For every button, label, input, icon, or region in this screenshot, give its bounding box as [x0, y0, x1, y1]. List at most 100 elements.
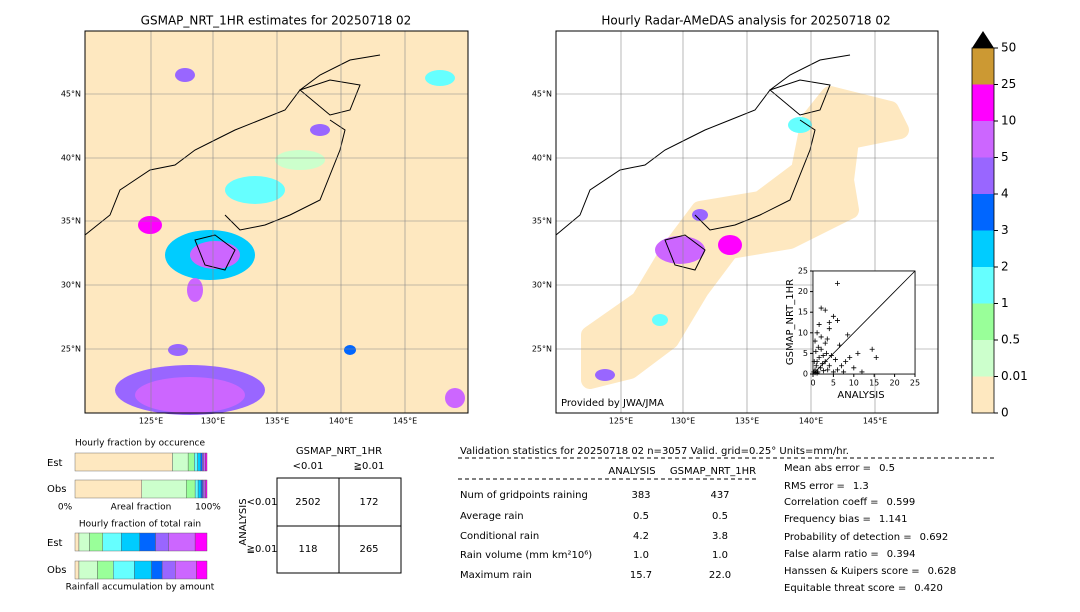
fraction-segment	[186, 479, 196, 499]
x-tick-label: 10	[849, 379, 859, 388]
fraction-segment	[205, 452, 208, 472]
score-value: 1.3	[853, 481, 869, 492]
stat-value: 437	[710, 490, 729, 501]
scatter-point	[822, 340, 828, 346]
score-label: Correlation coeff =	[784, 497, 879, 508]
scatter-point	[830, 369, 836, 375]
coastline	[84, 54, 381, 271]
colorbar-segment	[972, 194, 994, 231]
stat-value: 0.5	[712, 511, 728, 522]
fraction-segment	[134, 560, 152, 580]
row-header: <0.01	[247, 497, 278, 508]
scatter-point	[843, 359, 849, 365]
score-value: 1.141	[879, 514, 908, 525]
fraction-segment	[74, 560, 80, 580]
scatter-point	[811, 359, 817, 365]
scatter-point	[818, 346, 824, 352]
scatter-point	[851, 365, 857, 371]
x-tick-label: 15	[869, 379, 879, 388]
cell: 265	[359, 544, 378, 555]
fraction-segment	[202, 479, 205, 499]
scatter-point	[837, 342, 843, 348]
colorbar-segment	[972, 157, 994, 194]
x-tick-label: 0	[810, 379, 815, 388]
scatter-point	[816, 355, 822, 361]
map-frame	[84, 30, 469, 414]
score-value: 0.628	[928, 566, 957, 577]
row-label: Est	[47, 458, 63, 469]
scatter-point	[826, 320, 832, 325]
colorbar-label: 4	[1001, 187, 1009, 201]
scatter-point	[821, 368, 827, 374]
scatter-point	[818, 334, 824, 340]
scatter-xlabel: ANALYSIS	[837, 390, 884, 401]
fraction-segment	[197, 479, 202, 499]
fraction-segment	[141, 479, 187, 499]
stat-value: 1.0	[712, 550, 728, 561]
y-tick-label: 5	[803, 349, 808, 358]
scatter-point	[815, 369, 821, 375]
rain-pattern	[595, 117, 812, 381]
score-value: 0.692	[920, 532, 949, 543]
col-header: ≧0.01	[354, 461, 385, 472]
scatter-point	[855, 350, 861, 356]
left-map	[84, 31, 468, 415]
scatter-point	[816, 322, 822, 328]
scatter-point	[826, 363, 832, 369]
contingency-title: GSMAP_NRT_1HR	[296, 446, 382, 457]
scatter-point	[841, 369, 847, 375]
lat-label: 30°N	[532, 281, 552, 290]
scatter-point	[813, 363, 819, 369]
stat-label: Rain volume (mm km²10⁶)	[460, 550, 592, 561]
stat-label: Average rain	[460, 511, 524, 522]
fraction-segment	[203, 452, 206, 472]
fraction-segment	[168, 532, 196, 552]
scatter-point	[818, 305, 824, 311]
lon-label: 135°E	[735, 417, 759, 426]
fraction-segment	[194, 452, 198, 472]
scatter-point	[873, 355, 879, 361]
scatter-point	[828, 352, 834, 358]
fraction-segment	[89, 532, 103, 552]
stat-value: 4.2	[633, 531, 649, 542]
stat-value: 22.0	[709, 570, 731, 581]
row-header: ≧0.01	[247, 544, 278, 555]
scatter-point	[847, 355, 853, 361]
scatter-point	[817, 365, 823, 371]
stat-value: 1.0	[633, 550, 649, 561]
row-label: Obs	[47, 484, 66, 495]
colorbar-label: 0.01	[1001, 369, 1028, 383]
fraction-segment	[120, 532, 140, 552]
lon-label: 125°E	[609, 417, 633, 426]
fraction-segment	[197, 452, 201, 472]
scatter-point	[834, 317, 840, 323]
lon-label: 125°E	[139, 417, 163, 426]
scatter-point	[820, 352, 826, 358]
cell: 2502	[295, 497, 320, 508]
stat-value: 3.8	[712, 531, 728, 542]
fraction-segment	[74, 452, 173, 472]
lat-label: 35°N	[532, 217, 552, 226]
lat-label: 40°N	[532, 154, 552, 163]
colorbar-segment	[972, 230, 994, 267]
right-map-title: Hourly Radar-AMeDAS analysis for 2025071…	[601, 14, 890, 28]
score-value: 0.420	[914, 583, 943, 594]
score-label: Equitable threat score =	[784, 583, 906, 594]
col-header: ANALYSIS	[608, 466, 655, 477]
fraction-segment	[102, 532, 122, 552]
total-footer: Rainfall accumulation by amount	[66, 583, 215, 593]
fraction-segment	[161, 560, 176, 580]
scatter-point	[859, 369, 865, 375]
x-tick-label: 20	[890, 379, 900, 388]
scatter-point	[812, 338, 818, 344]
diagonal	[812, 270, 916, 375]
scatter-point	[832, 357, 838, 363]
lat-label: 25°N	[532, 345, 552, 354]
score-label: Hanssen & Kuipers score =	[784, 566, 920, 577]
scatter-point	[824, 336, 830, 342]
fraction-segment	[74, 532, 80, 552]
score-label: Frequency bias =	[784, 514, 871, 525]
score-value: 0.599	[887, 497, 916, 508]
colorbar-label: 1	[1001, 296, 1009, 310]
